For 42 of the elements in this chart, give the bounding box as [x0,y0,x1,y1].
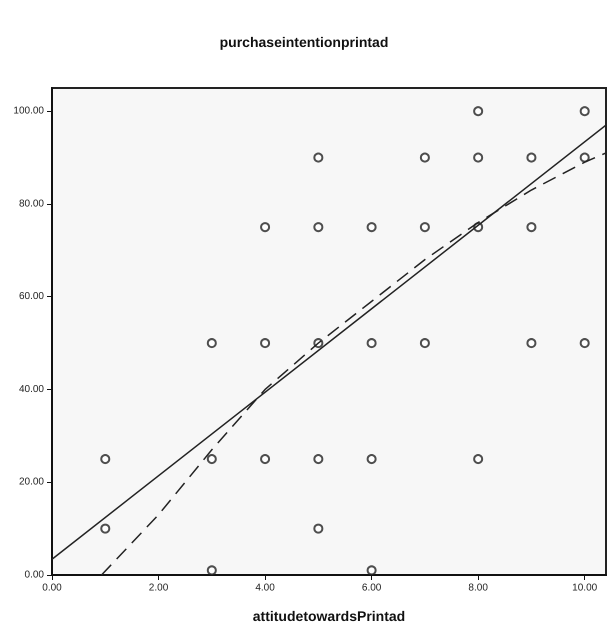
point [526,152,536,163]
point [100,524,110,534]
point [206,338,217,348]
point [473,454,484,464]
point [260,338,270,348]
point [580,106,590,116]
point [420,338,430,348]
point [420,152,430,163]
chart-title: purchaseintentionprintad [220,34,388,50]
y-tick-label: 80.00 [18,198,44,210]
point [580,152,590,163]
y-tick-label: 100.00 [13,106,44,117]
point [473,152,484,163]
point [313,152,324,163]
y-tick-label: 60.00 [18,291,44,302]
y-tick-label: 40.00 [18,384,44,395]
point [580,338,590,348]
point [473,106,484,116]
point [366,565,377,576]
point [206,454,217,464]
point [366,222,377,232]
point [313,222,324,232]
point [366,338,377,348]
point [526,222,536,232]
x-axis-title: attitudetowardsPrintad [252,608,406,624]
point [260,222,270,232]
point [313,454,324,464]
x-tick-label: 4.00 [255,582,276,594]
point [100,454,110,464]
point [260,454,270,464]
point [526,338,536,348]
y-tick-label: 20.00 [18,476,44,488]
point [313,524,324,534]
x-tick-label: 10.00 [572,582,598,594]
x-tick-label: 6.00 [362,582,382,594]
point [206,565,217,576]
point [366,454,377,464]
x-tick-label: 8.00 [468,582,488,594]
point [420,222,430,232]
x-tick-label: 0.00 [42,582,62,594]
y-tick-label: 0.00 [24,570,44,580]
x-tick-label: 2.00 [148,582,169,594]
